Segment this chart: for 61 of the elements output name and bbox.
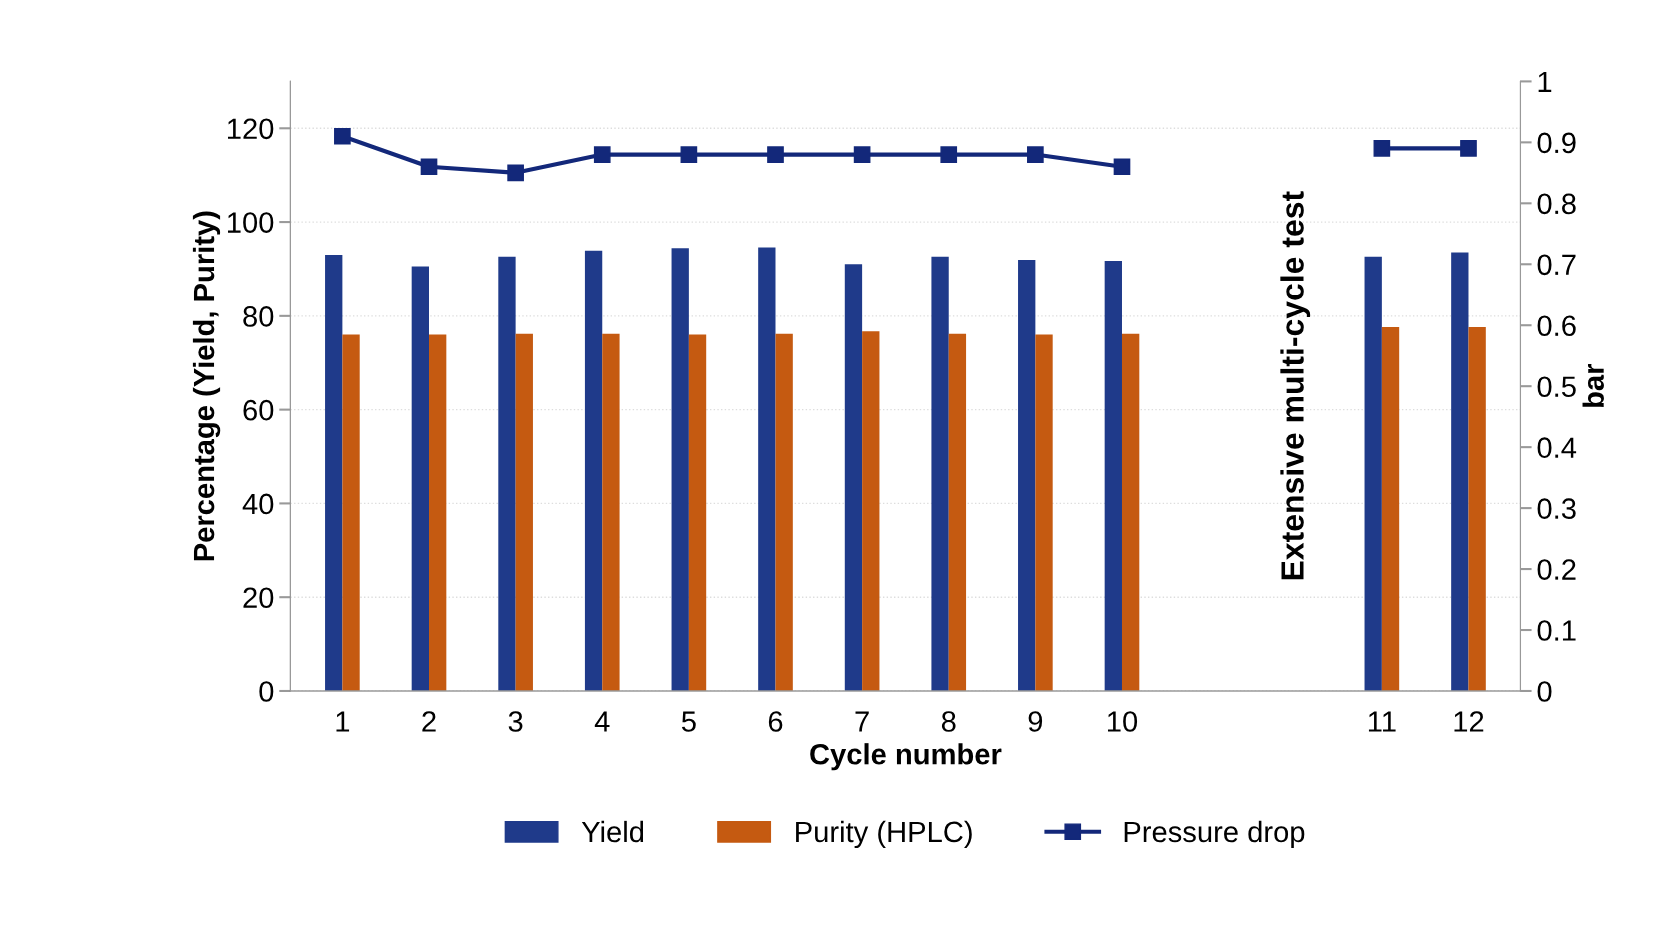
x-tick-label: 11 — [1368, 711, 1396, 732]
y-tick-label: 40 — [242, 493, 274, 515]
x-tick-label: 4 — [594, 711, 610, 732]
bar — [948, 333, 967, 691]
y2-axis-title: bar — [1582, 363, 1604, 407]
bar — [1018, 260, 1036, 691]
y-axis-title: Percentage (Yield, Purity) — [192, 211, 221, 561]
bar — [1104, 260, 1122, 691]
bar — [602, 333, 620, 691]
y2-tick-label: 0.3 — [1537, 498, 1576, 519]
bar — [515, 333, 533, 691]
y-tick-label: 20 — [243, 587, 274, 609]
legend-label: Pressure drop — [1124, 820, 1305, 849]
bar — [1468, 327, 1486, 691]
x-tick-label: 8 — [941, 711, 956, 732]
bar — [775, 333, 793, 691]
bar — [498, 256, 516, 691]
y2-tick-label: 0.9 — [1537, 132, 1576, 154]
x-axis-title: Cycle number — [810, 743, 1002, 771]
y-tick-label: 0 — [259, 681, 274, 702]
y2-tick-label: 0.2 — [1537, 559, 1576, 580]
bar — [1121, 333, 1140, 691]
bar — [1451, 252, 1469, 691]
bar — [862, 331, 880, 691]
y-tick-label: 100 — [228, 212, 274, 233]
y2-tick-label: 0 — [1537, 681, 1552, 702]
bar — [844, 264, 863, 691]
bar — [411, 266, 429, 691]
x-tick-label: 5 — [681, 711, 696, 732]
y2-tick-label: 0.4 — [1537, 437, 1577, 458]
bar — [688, 334, 707, 691]
x-tick-label: 12 — [1454, 711, 1484, 732]
x-tick-label: 7 — [855, 711, 869, 732]
x-tick-label: 9 — [1028, 711, 1043, 732]
x-tick-label: 6 — [768, 711, 783, 732]
bar — [758, 247, 776, 691]
y2-tick-label: 0.8 — [1537, 193, 1576, 215]
bar — [1364, 256, 1382, 691]
bar — [325, 254, 343, 691]
x-tick-label: 3 — [508, 711, 523, 732]
legend-label: Yield — [581, 820, 644, 843]
x-tick-label: 1 — [336, 711, 350, 732]
y2-tick-label: 0.6 — [1537, 315, 1576, 337]
y-tick-label: 60 — [243, 399, 274, 421]
x-tick-label: 2 — [422, 711, 436, 732]
bar — [429, 334, 447, 691]
bar — [584, 250, 603, 691]
bar — [931, 256, 949, 691]
x-tick-label: 10 — [1108, 711, 1138, 732]
y-tick-label: 80 — [243, 306, 274, 327]
y2-tick-label: 0.1 — [1537, 620, 1576, 641]
bar — [1035, 334, 1053, 691]
annotation: Extensive multi-cycle test — [1280, 191, 1311, 580]
bar — [342, 334, 360, 691]
y2-tick-label: 1 — [1538, 71, 1552, 92]
bar — [671, 248, 689, 691]
legend-label: Purity (HPLC) — [796, 820, 972, 849]
y2-tick-label: 0.5 — [1537, 376, 1576, 398]
bar — [1381, 327, 1400, 691]
y-tick-label: 120 — [228, 118, 274, 140]
y2-tick-label: 0.7 — [1537, 254, 1576, 276]
